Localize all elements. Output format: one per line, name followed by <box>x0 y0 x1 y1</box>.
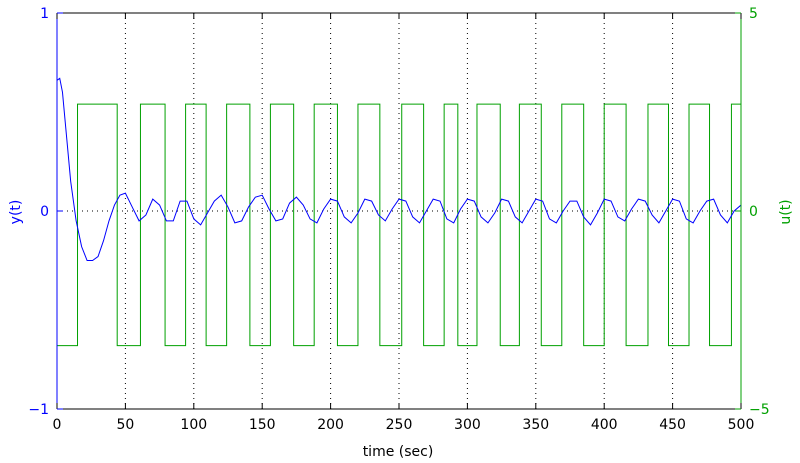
y-right-axis-label: u(t) <box>778 199 794 224</box>
tick-labels: 0 50 100 150 200 250 300 350 400 450 500−101−505 <box>28 6 769 433</box>
y-left-tick-label: −1 <box>28 402 49 418</box>
y-series <box>56 77 742 261</box>
y-right-tick-label: −5 <box>749 402 770 418</box>
x-tick-label: 150 <box>249 417 276 433</box>
x-tick-label: 450 <box>659 417 686 433</box>
x-axis-label: time (sec) <box>363 444 434 460</box>
x-tick-label: 250 <box>386 417 413 433</box>
x-tick-label: 50 <box>116 417 134 433</box>
x-tick-label: 400 <box>591 417 618 433</box>
u-series <box>57 103 741 347</box>
y-line <box>56 77 742 261</box>
y-left-tick-label: 1 <box>40 6 49 22</box>
axes <box>56 12 742 410</box>
y-right-tick-label: 0 <box>749 204 758 220</box>
x-tick-label: 200 <box>317 417 344 433</box>
x-tick-label: 100 <box>180 417 207 433</box>
x-tick-label: 300 <box>454 417 481 433</box>
u-line <box>57 103 741 347</box>
x-tick-label: 350 <box>522 417 549 433</box>
x-tick-label: 500 <box>728 417 755 433</box>
y-right-tick-label: 5 <box>749 6 758 22</box>
y-left-axis-label: y(t) <box>8 200 24 225</box>
x-tick-label: 0 <box>53 417 62 433</box>
y-left-tick-label: 0 <box>40 204 49 220</box>
